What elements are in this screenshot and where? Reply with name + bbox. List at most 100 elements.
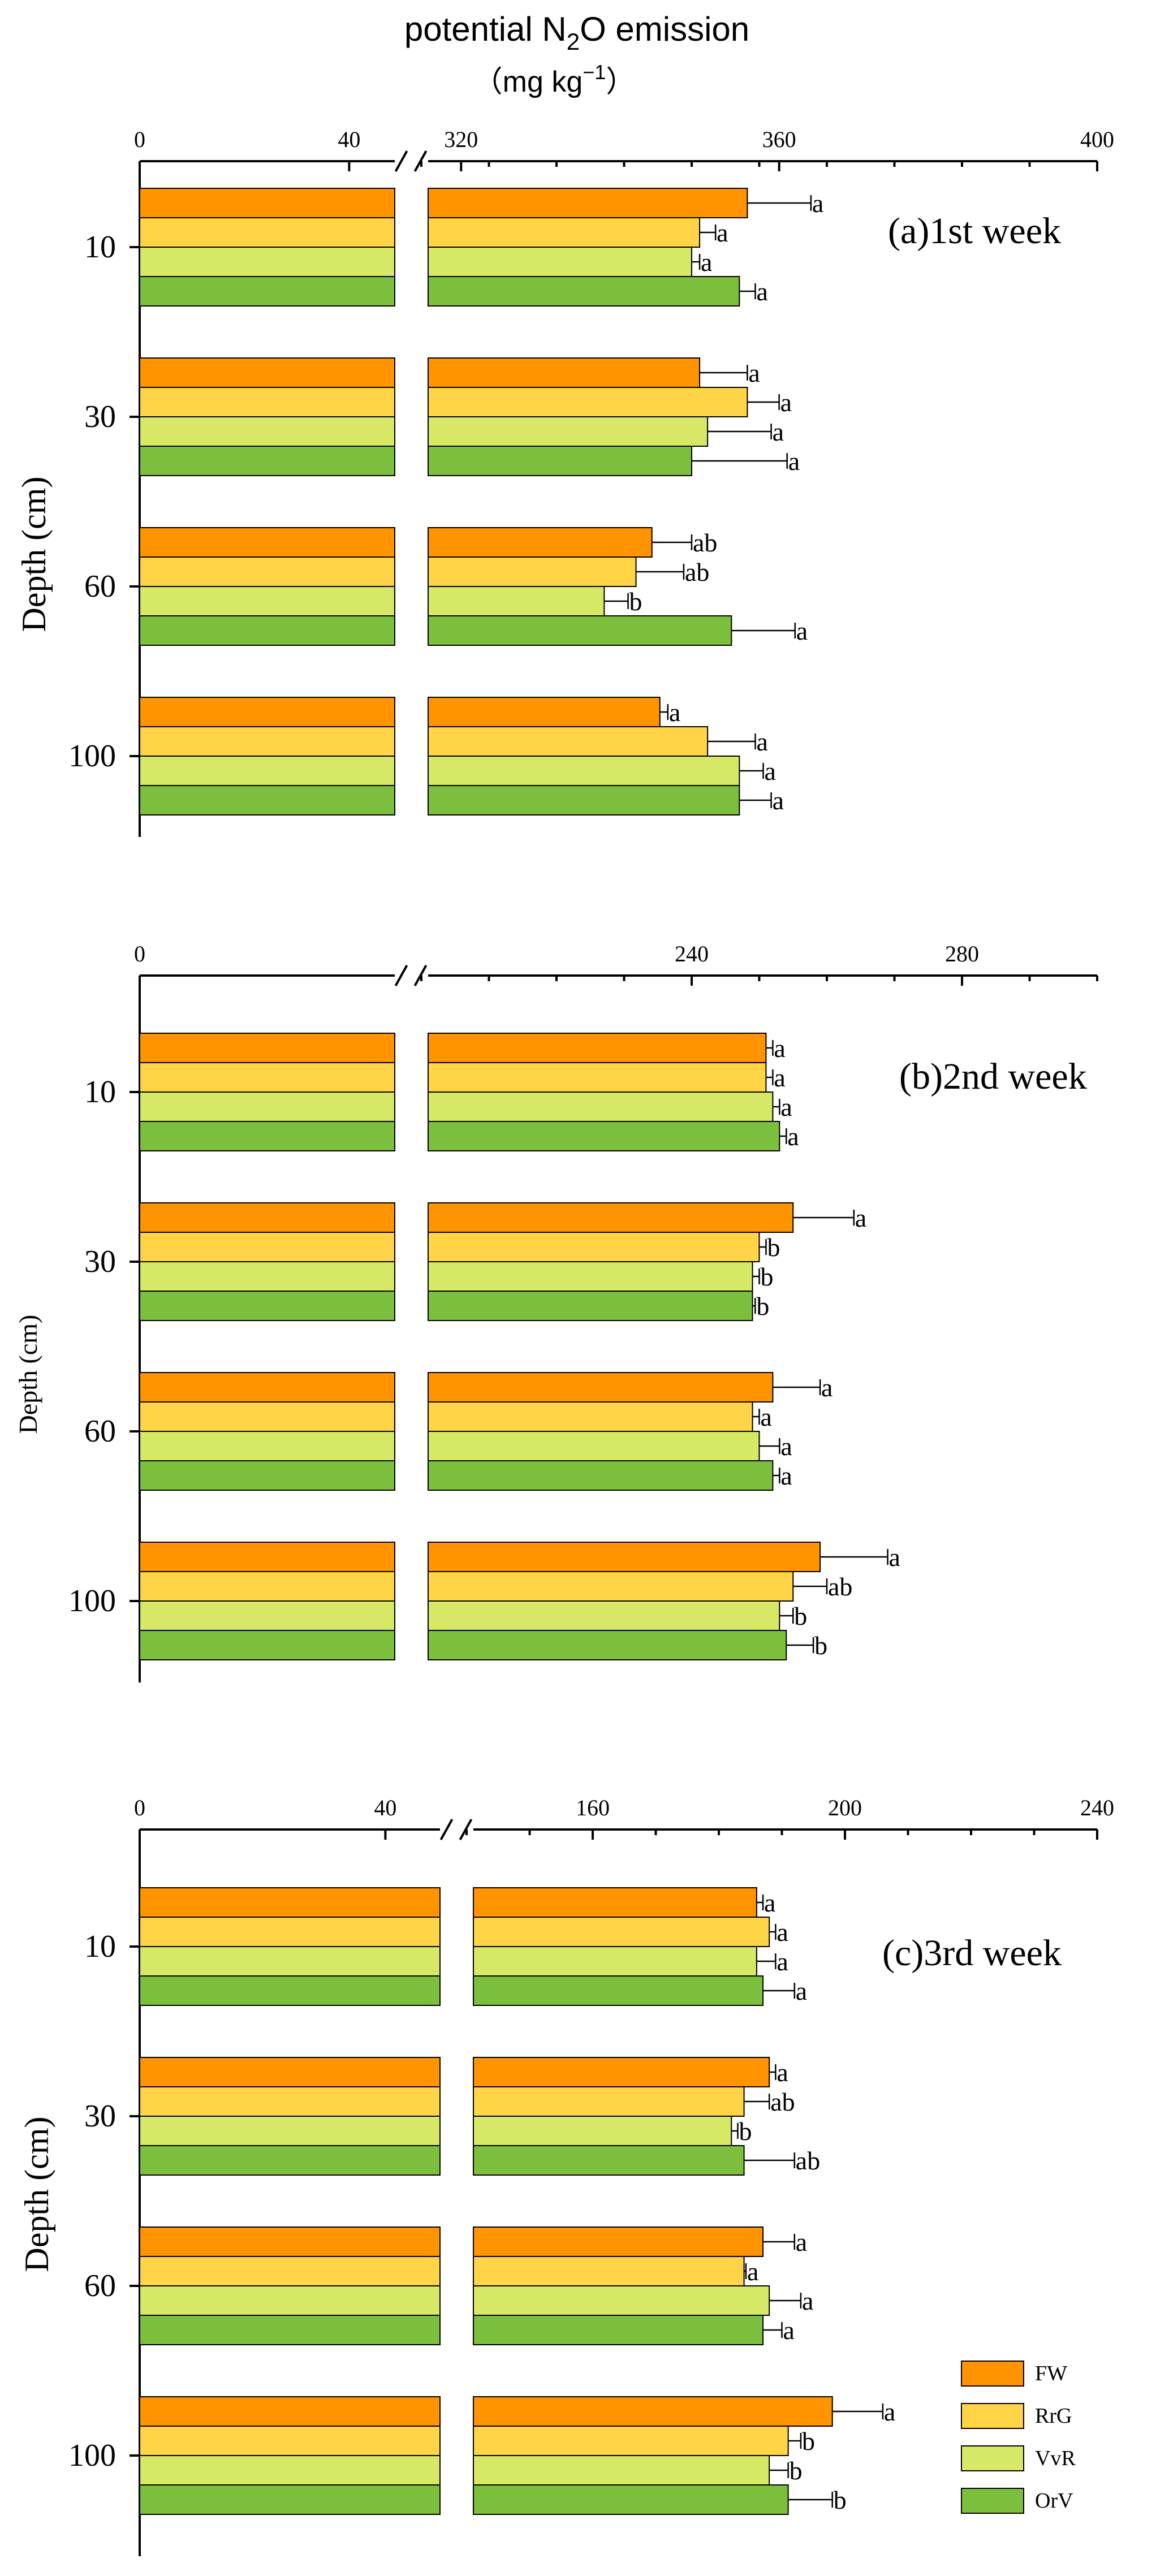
bar-RrG-60-left <box>139 1401 395 1432</box>
significance-letter: ab <box>796 2146 820 2175</box>
significance-letter: a <box>717 218 728 247</box>
error-bar <box>752 1298 756 1314</box>
error-bar <box>659 704 669 720</box>
y-axis-label: Depth (cm) <box>18 2117 55 2272</box>
error-bar <box>700 365 748 381</box>
significance-letter: a <box>773 417 784 446</box>
significance-letter: a <box>765 757 776 786</box>
bar-RrG-100-left <box>139 2426 441 2456</box>
bar-RrG-60-left <box>139 2256 441 2286</box>
bar-OrV-60-left <box>139 615 395 646</box>
bar-OrV-100 <box>428 785 740 815</box>
error-bar <box>788 2433 802 2449</box>
bar-FW-10-left <box>139 188 395 218</box>
y-category-label: 100 <box>68 1583 116 1619</box>
bar-OrV-60-left <box>139 2315 441 2345</box>
bar-OrV-30 <box>473 2145 745 2176</box>
error-bar <box>773 1099 780 1115</box>
y-category-label: 100 <box>68 2438 116 2473</box>
significance-letter: a <box>701 248 712 277</box>
bar-FW-30 <box>428 1202 794 1233</box>
y-category-label: 60 <box>84 569 116 604</box>
y-category-label: 10 <box>84 1929 116 1964</box>
error-bar <box>779 1608 794 1624</box>
significance-letter: a <box>774 1063 785 1092</box>
error-bar <box>692 254 701 270</box>
bar-FW-100-left <box>139 1542 395 1572</box>
error-bar <box>731 2123 739 2139</box>
bar-RrG-10-left <box>139 1062 395 1093</box>
error-bar <box>769 1924 777 1940</box>
bar-OrV-30 <box>428 1291 753 1321</box>
significance-letter: a <box>821 1373 833 1402</box>
bar-OrV-30-left <box>139 2145 441 2176</box>
error-bar <box>739 283 756 299</box>
error-bar <box>793 1210 855 1226</box>
significance-letter: ab <box>693 528 717 557</box>
error-bar <box>766 1069 774 1085</box>
bar-RrG-30 <box>428 387 748 417</box>
legend-label-RrG: RrG <box>1035 2404 1072 2428</box>
error-bar <box>773 1468 780 1483</box>
significance-letter: a <box>783 2316 795 2345</box>
bar-FW-30-left <box>139 1202 395 1233</box>
legend-label-FW: FW <box>1035 2362 1067 2385</box>
significance-letter: a <box>889 1543 900 1572</box>
significance-letter: b <box>790 2456 803 2485</box>
error-bar <box>793 1578 828 1594</box>
bar-VvR-100 <box>428 1600 780 1631</box>
error-bar <box>708 733 756 749</box>
bar-VvR-10-left <box>139 247 395 277</box>
significance-letter: a <box>764 1888 775 1917</box>
bar-FW-100-left <box>139 697 395 727</box>
bar-OrV-10-left <box>139 1975 441 2006</box>
x-tick-label: 200 <box>828 1795 862 1820</box>
x-tick-label: 0 <box>134 941 145 966</box>
significance-letter: a <box>669 698 680 727</box>
bar-RrG-10 <box>428 1062 767 1093</box>
significance-letter: a <box>777 1947 788 1976</box>
significance-letter: a <box>812 189 823 218</box>
bar-RrG-30-left <box>139 387 395 417</box>
bar-OrV-60 <box>428 1460 774 1491</box>
error-bar <box>604 593 629 609</box>
bar-OrV-60 <box>428 615 732 646</box>
bar-VvR-10 <box>473 1946 757 1977</box>
bar-OrV-10-left <box>139 276 395 307</box>
error-bar <box>763 1983 796 1999</box>
bar-RrG-10 <box>473 1917 770 1947</box>
figure-title: potential N2O emission <box>404 10 749 55</box>
x-tick-label: 280 <box>945 941 979 966</box>
error-bar <box>756 1895 764 1910</box>
bar-FW-10 <box>428 1033 767 1063</box>
bar-FW-100-left <box>139 2396 441 2427</box>
bar-FW-60-left <box>139 527 395 558</box>
bar-OrV-100-left <box>139 2484 441 2515</box>
x-tick-label: 320 <box>444 127 478 152</box>
panel-label: (b)2nd week <box>899 1056 1087 1097</box>
y-category-label: 100 <box>68 739 116 774</box>
x-tick-label: 40 <box>338 127 360 152</box>
y-category-label: 60 <box>84 2268 116 2303</box>
bar-VvR-30-left <box>139 416 395 447</box>
bar-FW-10-left <box>139 1887 441 1918</box>
error-bar <box>756 1953 777 1969</box>
axis-break-mark <box>439 1819 454 1840</box>
bar-FW-10 <box>428 188 748 218</box>
bar-VvR-10 <box>428 247 692 277</box>
bar-RrG-100 <box>428 726 709 757</box>
significance-letter: b <box>739 2117 752 2146</box>
error-bar <box>731 623 796 638</box>
bar-RrG-60-left <box>139 556 395 587</box>
bar-FW-60 <box>428 527 653 558</box>
axis-break-mark <box>394 150 408 172</box>
legend-swatch-VvR <box>961 2445 1024 2471</box>
error-bar <box>769 2462 789 2478</box>
bar-OrV-100 <box>473 2484 789 2515</box>
error-bar <box>759 1438 780 1454</box>
bar-VvR-100 <box>428 756 740 786</box>
x-tick-label: 240 <box>1080 1795 1114 1820</box>
bar-VvR-30 <box>428 416 709 447</box>
